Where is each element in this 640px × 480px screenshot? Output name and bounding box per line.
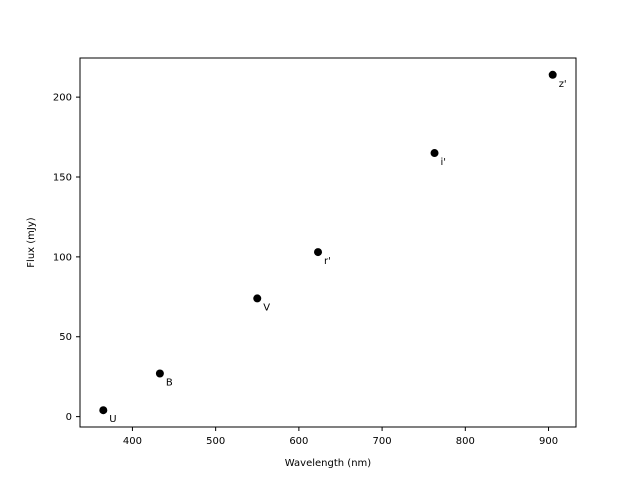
y-tick-label: 200	[53, 93, 72, 104]
y-tick-label: 0	[66, 412, 72, 423]
x-tick-label: 600	[289, 436, 308, 447]
x-tick-label: 800	[456, 436, 475, 447]
data-point	[548, 70, 557, 79]
ticks-layer: 400 500 600 700 800 900 0 50 100 150 200	[53, 93, 558, 447]
x-tick-label: 500	[206, 436, 225, 447]
data-point	[314, 248, 323, 257]
x-axis-label: Wavelength (nm)	[285, 458, 371, 469]
point-label: i'	[441, 157, 447, 168]
data-point	[155, 369, 164, 378]
data-point	[253, 294, 262, 303]
x-tick-label: 900	[539, 436, 558, 447]
point-label: U	[109, 414, 116, 425]
y-tick-label: 50	[59, 332, 72, 343]
y-tick-label: 100	[53, 252, 72, 263]
point-label: z'	[559, 79, 567, 90]
data-point	[430, 149, 439, 158]
y-axis-label: Flux (mJy)	[26, 217, 37, 267]
x-tick-label: 700	[373, 436, 392, 447]
point-label: B	[166, 377, 173, 388]
point-label: r'	[324, 256, 331, 267]
y-tick-label: 150	[53, 173, 72, 184]
points-layer: U B Vr' i' z'	[99, 70, 567, 425]
point-label: V	[263, 302, 270, 313]
data-point	[99, 406, 108, 415]
x-tick-label: 400	[123, 436, 142, 447]
plot-frame	[79, 57, 577, 428]
